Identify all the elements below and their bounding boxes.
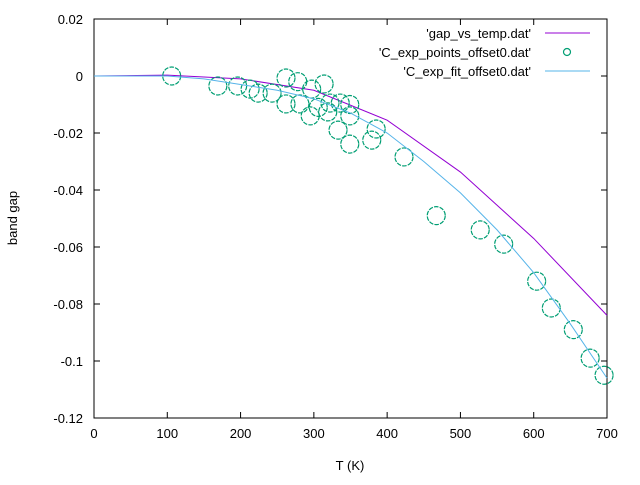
data-point <box>308 97 328 117</box>
y-axis-label: band gap <box>5 191 20 245</box>
x-tick-label: 300 <box>303 426 325 441</box>
data-point <box>362 130 382 150</box>
data-point <box>470 220 490 240</box>
data-point <box>290 94 310 114</box>
legend-label-0: 'gap_vs_temp.dat' <box>426 26 531 41</box>
x-axis-label: T (K) <box>336 458 365 473</box>
data-point <box>541 298 561 318</box>
data-point <box>594 365 614 385</box>
data-point <box>276 94 296 114</box>
data-point <box>300 106 320 126</box>
x-tick-label: 400 <box>376 426 398 441</box>
data-point <box>494 234 514 254</box>
legend-swatch-1 <box>562 47 572 57</box>
data-point <box>340 94 360 115</box>
y-tick-label: -0.02 <box>53 126 83 141</box>
data-point <box>527 271 547 291</box>
data-point <box>340 134 360 154</box>
data-point <box>394 147 414 167</box>
legend-label-1: 'C_exp_points_offset0.dat' <box>379 45 531 60</box>
y-tick-label: -0.1 <box>61 354 83 369</box>
data-point <box>330 93 350 113</box>
data-point <box>426 206 446 226</box>
x-tick-label: 700 <box>596 426 618 441</box>
data-point <box>320 93 340 113</box>
data-point <box>563 320 583 340</box>
plot-frame <box>93 18 608 419</box>
data-point <box>328 120 348 140</box>
data-point <box>276 68 296 88</box>
data-point <box>228 76 248 96</box>
series-layer <box>93 66 614 385</box>
x-tick-label: 600 <box>523 426 545 441</box>
y-axis: 0.02 0 -0.02 -0.04 -0.06 -0.08 -0.1 -0.12 <box>53 12 607 426</box>
data-point <box>340 106 360 126</box>
legend-label-2: 'C_exp_fit_offset0.dat' <box>403 64 531 79</box>
data-point <box>262 83 282 103</box>
data-point <box>208 76 228 96</box>
legend: 'gap_vs_temp.dat' 'C_exp_points_offset0.d… <box>379 26 590 79</box>
data-point <box>314 74 334 94</box>
y-tick-label: -0.06 <box>53 240 83 255</box>
data-point <box>162 66 182 86</box>
y-tick-label: -0.04 <box>53 183 83 198</box>
series-line-2 <box>94 75 608 379</box>
x-tick-label: 0 <box>90 426 97 441</box>
x-tick-label: 100 <box>156 426 178 441</box>
y-tick-label: 0.02 <box>58 12 83 27</box>
y-tick-label: 0 <box>76 69 83 84</box>
x-tick-label: 500 <box>450 426 472 441</box>
y-tick-label: -0.12 <box>53 411 83 426</box>
data-point <box>366 119 386 139</box>
data-point <box>580 348 600 368</box>
x-axis: 0 100 200 300 400 500 600 700 <box>90 19 618 441</box>
x-tick-label: 200 <box>230 426 252 441</box>
series-line-0 <box>93 74 608 316</box>
y-tick-label: -0.08 <box>53 297 83 312</box>
data-point <box>248 83 268 103</box>
